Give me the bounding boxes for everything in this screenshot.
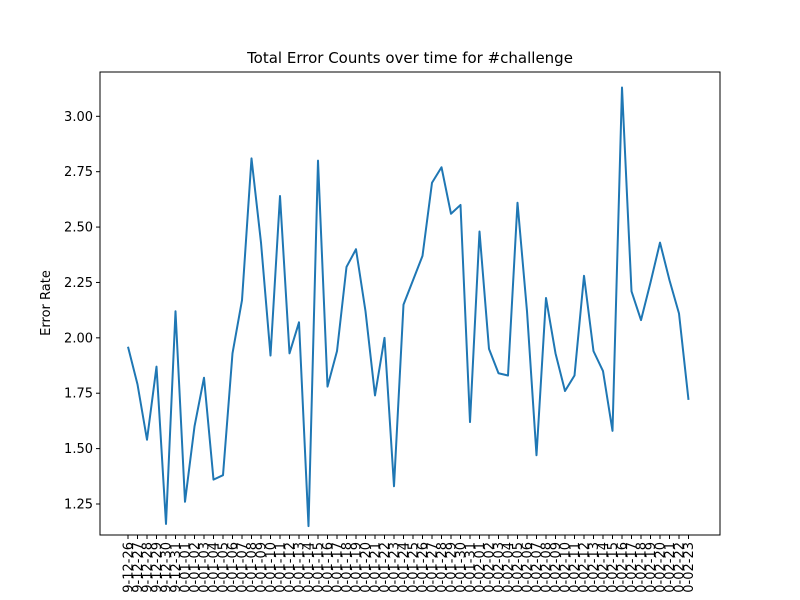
x-tick-label: 0-02-02 [483,542,498,593]
x-tick-label: 0-02-19 [644,542,659,593]
y-axis-ticks: 1.25 1.50 1.75 2.00 2.25 2.50 2.75 3.00 [64,110,100,512]
x-tick-label: 9-12-30 [160,542,175,593]
x-tick-label: 0-01-27 [426,542,441,593]
x-tick-label: 0-02-09 [549,542,564,593]
x-tick-label: 0-02-18 [635,542,650,593]
y-tick-label: 1.50 [64,442,93,457]
x-tick-label: 0-01-01 [179,542,194,593]
x-tick-label: 0-01-30 [454,542,469,593]
x-tick-label: 0-01-24 [397,542,412,593]
x-tick-label: 0-01-09 [255,542,270,593]
x-tick-label: 0-01-29 [445,542,460,593]
x-tick-label: 0-02-01 [473,542,488,593]
x-tick-label: 9-12-26 [122,542,137,593]
series-line [127,86,690,528]
x-tick-label: 0-01-08 [245,542,260,593]
x-tick-label: 0-02-12 [578,542,593,593]
x-tick-label: 0-01-07 [236,542,251,593]
x-tick-label: 0-02-20 [654,542,669,593]
x-tick-label: 0-02-11 [568,542,583,593]
x-tick-label: 0-01-28 [435,542,450,593]
x-tick-label: 0-01-16 [321,542,336,593]
x-tick-label: 0-01-13 [293,542,308,593]
x-axis-ticks: 9-12-269-12-279-12-289-12-299-12-309-12-… [122,535,697,593]
y-tick-label: 2.25 [64,276,93,291]
x-tick-label: 0-02-14 [597,542,612,593]
x-tick-label: 0-01-15 [312,542,327,593]
x-tick-label: 0-01-17 [331,542,346,593]
x-tick-label: 9-12-29 [150,542,165,593]
x-tick-label: 0-02-03 [492,542,507,593]
y-tick-label: 3.00 [64,110,93,125]
x-tick-label: 0-01-11 [274,542,289,593]
x-tick-label: 0-02-06 [521,542,536,593]
y-tick-label: 1.75 [64,387,93,402]
x-tick-label: 0-02-08 [540,542,555,593]
x-tick-label: 0-01-20 [359,542,374,593]
y-tick-label: 2.00 [64,331,93,346]
chart-title: Total Error Counts over time for #challe… [246,49,573,67]
x-tick-label: 9-12-27 [131,542,146,593]
x-tick-label: 0-01-14 [302,542,317,593]
x-tick-label: 0-02-21 [663,542,678,593]
x-tick-label: 0-01-21 [369,542,384,593]
x-tick-label: 0-01-25 [407,542,422,593]
x-tick-label: 0-01-10 [264,542,279,593]
x-tick-label: 0-02-04 [502,542,517,593]
y-axis-label: Error Rate [39,270,54,336]
x-tick-label: 0-01-03 [198,542,213,593]
x-tick-label: 0-02-22 [673,542,688,593]
x-tick-label: 0-01-18 [340,542,355,593]
x-tick-label: 0-01-04 [207,542,222,593]
x-tick-label: 0-01-06 [226,542,241,593]
x-tick-label: 0-01-23 [388,542,403,593]
x-tick-label: 0-02-07 [530,542,545,593]
y-tick-label: 2.50 [64,221,93,236]
x-tick-label: 0-01-19 [350,542,365,593]
x-tick-label: 0-01-12 [283,542,298,593]
x-tick-label: 0-01-26 [416,542,431,593]
x-tick-label: 0-01-22 [378,542,393,593]
x-tick-label: 0-02-15 [606,542,621,593]
x-tick-label: 0-01-05 [217,542,232,593]
x-tick-label: 9-12-28 [141,542,156,593]
x-tick-label: 0-01-02 [188,542,203,593]
x-tick-label: 0-02-05 [511,542,526,593]
x-tick-label: 9-12-31 [169,542,184,593]
x-tick-label: 0-02-16 [616,542,631,593]
x-tick-label: 0-02-13 [587,542,602,593]
y-tick-label: 2.75 [64,165,93,180]
x-tick-label: 0-02-23 [682,542,697,593]
y-tick-label: 1.25 [64,497,93,512]
x-tick-label: 0-02-17 [625,542,640,593]
x-tick-label: 0-01-31 [464,542,479,593]
x-tick-label: 0-02-10 [559,542,574,593]
plot-area-frame [99,71,721,536]
